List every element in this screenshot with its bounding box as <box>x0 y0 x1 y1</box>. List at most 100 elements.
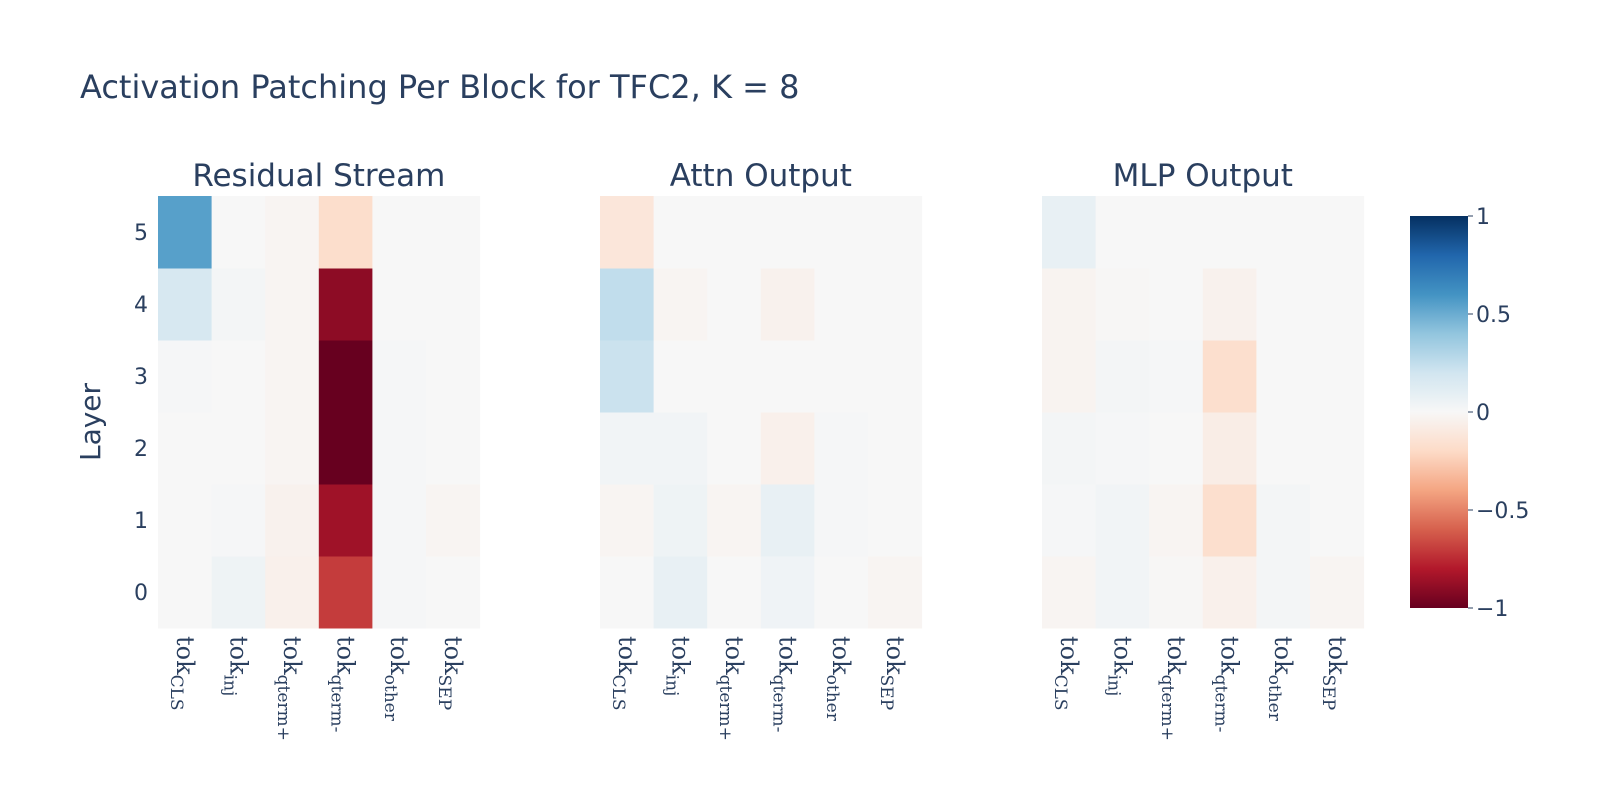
heatmap-cell <box>1095 556 1150 629</box>
y-tick-label: 4 <box>134 293 148 318</box>
heatmap-cell <box>211 268 266 341</box>
x-tick-label: tokinj <box>1103 636 1136 696</box>
heatmap-panel-1: Residual Stream tokCLS tokinj tokqterm+ tokq… <box>134 158 481 741</box>
heatmap-cell <box>760 412 815 485</box>
x-tick-label: tokother <box>822 636 855 722</box>
heatmap-cell <box>600 484 655 557</box>
heatmap-cell <box>707 556 762 629</box>
heatmap-cell <box>653 268 708 341</box>
heatmap-cell <box>760 340 815 413</box>
heatmap-cell <box>1310 412 1365 485</box>
heatmap-cell <box>265 340 320 413</box>
heatmap-cell <box>1202 268 1257 341</box>
x-tick-label: tokinj <box>661 636 694 696</box>
heatmap-cell <box>158 268 213 341</box>
colorbar: 1 0.5 0 −0.5 −1 <box>1410 205 1529 622</box>
heatmap-cell <box>760 484 815 557</box>
heatmap-cell <box>1042 196 1097 269</box>
heatmap-cell <box>1202 556 1257 629</box>
heatmap-cell <box>158 412 213 485</box>
heatmap-cell <box>1256 484 1311 557</box>
x-tick-label: tokother <box>1264 636 1297 722</box>
x-tick-label: tokCLS <box>1050 636 1083 711</box>
heatmap-cell <box>158 556 213 629</box>
heatmap-cell <box>318 340 373 413</box>
y-tick-label: 3 <box>134 365 148 390</box>
heatmap-cell <box>1202 484 1257 557</box>
heatmap-cell <box>600 340 655 413</box>
heatmap-cell <box>426 484 481 557</box>
heatmap-cell <box>1095 340 1150 413</box>
heatmap-cell <box>158 196 213 269</box>
panel-title: MLP Output <box>1113 158 1293 194</box>
heatmap-cell <box>1310 268 1365 341</box>
heatmap-cell <box>1042 268 1097 341</box>
colorbar-tick-label: −0.5 <box>1476 499 1529 524</box>
heatmap-cell <box>426 556 481 629</box>
heatmap-cell <box>1042 556 1097 629</box>
heatmap-cell <box>814 340 869 413</box>
x-tick-label: tokSEP <box>1318 636 1351 710</box>
panel-title: Attn Output <box>670 158 852 194</box>
heatmap-cell <box>318 412 373 485</box>
heatmap-cell <box>426 340 481 413</box>
heatmap-cell <box>265 268 320 341</box>
y-tick-label: 0 <box>134 581 148 606</box>
heatmap-cell <box>707 484 762 557</box>
heatmap-cell <box>1042 484 1097 557</box>
x-tick-label: tokqterm+ <box>273 636 306 741</box>
x-tick-label: tokSEP <box>434 636 467 710</box>
x-tick-label: tokqterm- <box>1211 636 1244 732</box>
heatmap-cell <box>426 268 481 341</box>
chart-title: Activation Patching Per Block for TFC2, … <box>80 68 799 106</box>
heatmap-cell <box>653 412 708 485</box>
heatmap-cell <box>372 268 427 341</box>
heatmap-cell <box>265 412 320 485</box>
heatmap-cell <box>653 196 708 269</box>
heatmap-cell <box>318 196 373 269</box>
heatmap-cell <box>211 196 266 269</box>
x-tick-label: tokSEP <box>876 636 909 710</box>
heatmap-panel-2: Attn Output tokCLS tokinj tokqterm+ tokqterm… <box>600 158 923 741</box>
panel-title: Residual Stream <box>192 158 445 194</box>
heatmap-cell <box>1310 556 1365 629</box>
heatmap-cell <box>1310 484 1365 557</box>
heatmap-cell <box>1256 556 1311 629</box>
heatmap-cell <box>653 340 708 413</box>
heatmap-cell <box>372 412 427 485</box>
heatmap-cell <box>318 268 373 341</box>
heatmap-cell <box>814 268 869 341</box>
heatmap-cell <box>1149 412 1204 485</box>
colorbar-tick-label: 0 <box>1476 401 1490 426</box>
heatmap-cell <box>1202 340 1257 413</box>
heatmap-cell <box>1202 196 1257 269</box>
y-tick-label: 5 <box>134 221 148 246</box>
heatmap-cell <box>1202 412 1257 485</box>
colorbar-tick-label: −1 <box>1476 597 1508 622</box>
x-tick-label: tokqterm+ <box>715 636 748 741</box>
heatmap-cell <box>1310 196 1365 269</box>
heatmap-cell <box>1149 196 1204 269</box>
heatmap-cell <box>760 196 815 269</box>
heatmap-cell <box>1095 268 1150 341</box>
heatmap-cell <box>1256 196 1311 269</box>
heatmap-cell <box>1149 268 1204 341</box>
heatmap-cell <box>1256 268 1311 341</box>
heatmap-cell <box>1256 412 1311 485</box>
heatmap-cell <box>372 196 427 269</box>
y-tick-label: 2 <box>134 437 148 462</box>
heatmap-cell <box>1095 196 1150 269</box>
heatmap-cell <box>372 484 427 557</box>
x-tick-label: tokCLS <box>166 636 199 711</box>
heatmap-cell <box>600 196 655 269</box>
heatmap-cell <box>265 196 320 269</box>
heatmap-cell <box>1149 340 1204 413</box>
heatmap-cell <box>760 268 815 341</box>
colorbar-gradient <box>1410 216 1468 608</box>
heatmap-cell <box>814 556 869 629</box>
y-tick-label: 1 <box>134 509 148 534</box>
heatmap-cell <box>211 556 266 629</box>
heatmap-cell <box>1042 340 1097 413</box>
heatmap-panel-3: MLP Output tokCLS tokinj tokqterm+ tokqterm-… <box>1042 158 1365 741</box>
